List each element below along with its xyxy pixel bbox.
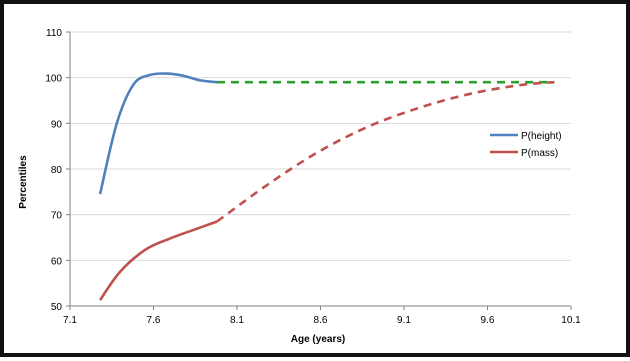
p-mass-line bbox=[99, 220, 218, 301]
x-tick-label: 8.6 bbox=[314, 315, 328, 326]
y-tick-label: 100 bbox=[45, 74, 62, 85]
y-tick-label: 50 bbox=[51, 302, 63, 313]
x-axis-title: Age (years) bbox=[291, 334, 345, 345]
legend: P(height) P(mass) bbox=[490, 131, 562, 159]
x-tick-label: 9.6 bbox=[481, 315, 495, 326]
y-axis-title: Percentiles bbox=[18, 155, 29, 209]
chart-svg: 50 60 70 80 90 100 110 7.1 7.6 8.1 8.6 9.1 9.6 10.1 A… bbox=[18, 28, 581, 345]
p-height-line bbox=[98, 72, 218, 195]
x-tick-label: 7.6 bbox=[147, 315, 161, 326]
y-tick-label: 90 bbox=[51, 119, 63, 130]
series-lines bbox=[98, 72, 555, 301]
x-tick-label: 7.1 bbox=[63, 315, 77, 326]
x-tick-label: 10.1 bbox=[561, 315, 581, 326]
y-tick-label: 110 bbox=[46, 28, 62, 39]
y-tick-label: 60 bbox=[51, 256, 63, 267]
y-tick-label: 70 bbox=[51, 211, 63, 222]
axes bbox=[66, 31, 572, 310]
y-tick-label: 80 bbox=[51, 165, 63, 176]
grid-lines bbox=[70, 31, 571, 261]
x-tick-label: 9.1 bbox=[397, 315, 411, 326]
legend-label: P(height) bbox=[521, 131, 562, 142]
legend-label: P(mass) bbox=[521, 148, 558, 159]
tick-labels: 50 60 70 80 90 100 110 7.1 7.6 8.1 8.6 9.1 9.6 10.1 bbox=[45, 28, 581, 326]
x-tick-label: 8.1 bbox=[230, 315, 244, 326]
